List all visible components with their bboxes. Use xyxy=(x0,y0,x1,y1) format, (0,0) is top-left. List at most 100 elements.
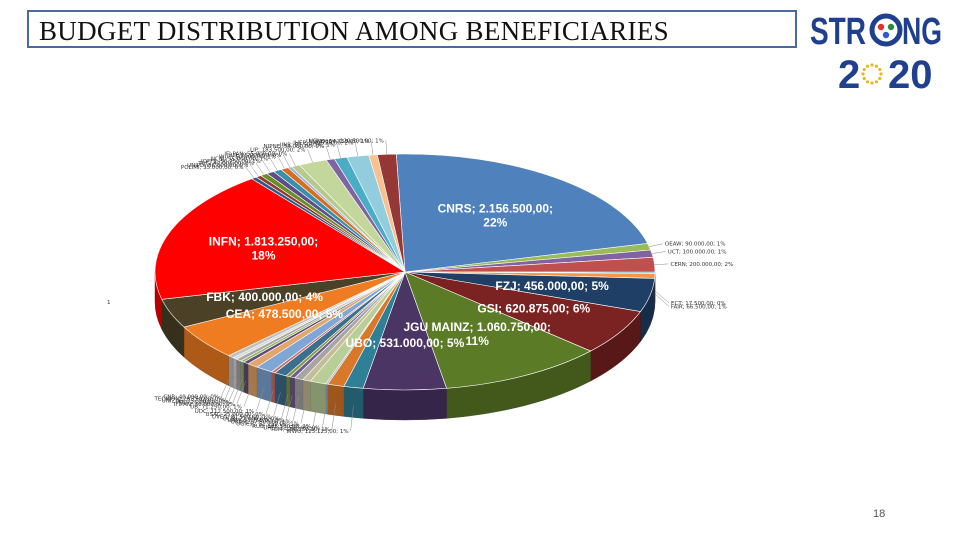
pie-slice-infn xyxy=(154,178,406,300)
pie-side-usal xyxy=(271,371,276,404)
leader-line-fair xyxy=(654,293,670,307)
leader-line-uram xyxy=(292,396,299,422)
data-label-iiij: IIIJ; 25.000,00; 0% xyxy=(231,153,281,159)
leader-line-jinr xyxy=(336,144,341,159)
data-label-ugiess: UGiess; 51.250,00; 1% xyxy=(236,421,299,427)
data-label-uram: URAM; 57.500,00; 1% xyxy=(231,420,291,426)
data-label-wut: WUT; 50.000,00; 1% xyxy=(219,154,276,160)
pie-side-ugiess xyxy=(302,379,311,412)
page-title: BUDGET DISTRIBUTION AMONG BENEFICIARIES xyxy=(39,16,669,46)
data-label-unipd: UNIPD; 36.000,00; 0% xyxy=(187,163,248,169)
data-label-kei: KEI; 25.000,00; 0% xyxy=(178,400,231,406)
logo-star-ring-icon xyxy=(861,63,883,85)
pie-slice-jgu-mainz xyxy=(404,271,592,389)
leader-line-uglasgow xyxy=(385,140,388,155)
pie-side-ifipan xyxy=(243,361,249,395)
logo-star xyxy=(862,76,866,81)
logo-star xyxy=(861,72,865,76)
pie-side-uhei xyxy=(325,383,328,415)
data-label-ncbj: NCBJ; 55.000,00; 1% xyxy=(211,157,268,163)
leader-line-iiij xyxy=(283,154,291,168)
data-label-lip: LIP; 183.500,00; 2% xyxy=(250,147,305,153)
data-label-uam: UAM; 33.750,00; 0% xyxy=(227,418,283,424)
leader-line-wwu xyxy=(350,405,354,432)
leader-line-udc xyxy=(256,387,265,412)
logo-star xyxy=(865,64,870,68)
data-label-uveg: UVEG; 81.500,00; 1% xyxy=(212,415,271,421)
logo-star xyxy=(870,81,874,85)
leader-line-ugiess xyxy=(300,398,307,424)
logo-o-ring-icon xyxy=(869,13,903,47)
leader-line-ncbj xyxy=(269,158,278,171)
data-label-ifj-pan: IFJ PAN; 55.000,00; 0% xyxy=(224,151,287,157)
strong-2020-logo: STR NG 2 20 xyxy=(810,11,942,94)
logo-star xyxy=(874,80,879,84)
leader-line-polimi xyxy=(245,166,255,179)
data-label-gsi: GSI; 620.875,00; 6% xyxy=(477,301,590,315)
leader-line-ifipan xyxy=(236,380,247,404)
data-label-fzj: FZJ; 456.000,00; 5% xyxy=(495,279,609,293)
data-label-wwu: WWU; 125.125,00; 1% xyxy=(286,429,348,435)
logo-star xyxy=(865,80,870,84)
data-label-tum: TUM; 106.250,00; 1% xyxy=(269,427,330,433)
data-label-infn: INFN; 1.813.250,00; 18% xyxy=(209,235,318,263)
data-label-cern: CERN; 200.000,00; 2% xyxy=(671,262,734,268)
pie-side-wwu xyxy=(343,386,364,419)
leader-line-ihep xyxy=(354,142,359,157)
leader-line-usal xyxy=(265,390,274,415)
data-label-ub: UB; 71.250,00; 1% xyxy=(190,405,242,411)
pie-side-unizag xyxy=(236,358,241,392)
data-label-uglasgow: UGlasgow; 120.500,00; 1% xyxy=(309,138,384,144)
data-label-ifipan: IFIPAN; 36.000,00; 0% xyxy=(174,402,235,408)
logo-star xyxy=(874,64,879,68)
leader-line-lip xyxy=(307,149,313,163)
leader-line-wut xyxy=(277,156,285,169)
title-box: BUDGET DISTRIBUTION AMONG BENEFICIARIES xyxy=(27,10,797,48)
leader-line-unipd xyxy=(250,164,259,177)
data-label-udc: UDC; 112.500,00; 1% xyxy=(195,409,255,415)
leader-line-rub xyxy=(312,400,319,426)
leader-line-tug xyxy=(255,162,265,175)
data-label-ioffe: IOFFE; 50.750,00; 1% xyxy=(201,159,261,165)
annotation-mark: 1 xyxy=(107,300,111,306)
data-label-ucm: UCM; 27.000,00; 0% xyxy=(223,417,280,423)
data-label-tecnion: TECNION; 28.750,00; 0% xyxy=(154,397,224,403)
logo-star xyxy=(878,76,882,81)
data-label-fair: FAIR; 66.500,00; 1% xyxy=(671,304,727,310)
leader-line-ifj-pan xyxy=(289,153,296,167)
page-number: 18 xyxy=(873,508,886,520)
logo-text-ng: NG xyxy=(902,11,942,53)
leader-line-nipne xyxy=(325,145,331,160)
data-label-jinr: JINR; 82.500,00; 1% xyxy=(279,142,335,148)
data-label-ulund: ULUND; 54.750,00; 1% xyxy=(306,139,369,145)
data-label-fbk: FBK; 400.000,00; 4% xyxy=(206,290,323,304)
leader-line-unizag xyxy=(228,378,239,401)
data-label-unizag: UNIZAG; 35.500,00; 0% xyxy=(162,399,227,405)
leader-line-ect xyxy=(654,290,670,304)
data-label-cea: CEA; 478.500,00; 5% xyxy=(226,307,344,321)
pie-side-uam xyxy=(289,376,295,409)
leader-line-oeaw xyxy=(649,243,663,247)
leader-line-uhei xyxy=(322,402,328,428)
leader-line-ucm xyxy=(281,394,289,419)
pie-sides xyxy=(154,271,656,421)
leader-line-ioffe xyxy=(262,160,271,173)
pie-side-rub xyxy=(310,380,327,415)
data-label-uct: UCT; 100.000,00; 1% xyxy=(668,250,727,256)
data-label-nipne: NIPNE; 54.000,00; 0% xyxy=(264,144,325,150)
pie-side-ucm xyxy=(285,375,291,407)
data-label-ubo: UBO; 531.000,00; 5% xyxy=(346,336,465,350)
logo-text-20: 20 xyxy=(888,53,933,94)
logo-star xyxy=(878,67,882,72)
data-label-oeaw: OEAW; 90.000,00; 1% xyxy=(665,242,726,248)
data-label-jgu-mainz: JGU MAINZ; 1.060.750,00; 11% xyxy=(403,320,550,348)
pie-slice-cnrs xyxy=(395,153,649,273)
pie-side-tum xyxy=(327,383,345,417)
logo-star xyxy=(879,72,883,76)
leader-line-uveg xyxy=(273,392,281,417)
data-label-cnrs: CNRS; 2.156.500,00; 22% xyxy=(438,202,553,230)
data-label-ihep: IHEP; 140.750,00; 2% xyxy=(293,140,353,146)
pie-side-uram xyxy=(294,377,304,410)
logo-star xyxy=(862,67,866,72)
